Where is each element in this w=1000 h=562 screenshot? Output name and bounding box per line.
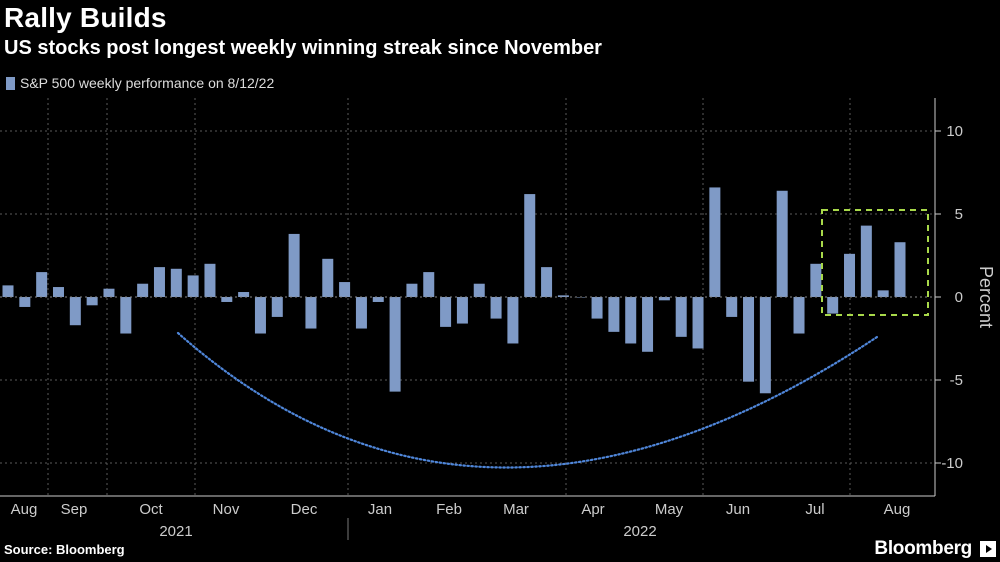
- x-tick-label: Sep: [61, 501, 88, 518]
- x-tick-label: Mar: [503, 501, 529, 518]
- bar: [860, 225, 872, 297]
- bar: [2, 285, 14, 297]
- bar: [642, 297, 654, 352]
- y-axis-label: Percent: [976, 266, 996, 328]
- play-icon: [980, 541, 996, 557]
- x-tick-label: Aug: [884, 501, 911, 518]
- bar: [608, 297, 620, 332]
- chart-subtitle: US stocks post longest weekly winning st…: [4, 37, 602, 59]
- bar: [52, 287, 64, 297]
- bar: [810, 263, 822, 297]
- bar: [406, 283, 418, 297]
- bar: [423, 272, 435, 297]
- bar: [675, 297, 687, 337]
- bar: [776, 190, 788, 297]
- bar: [658, 297, 670, 301]
- bar: [254, 297, 266, 334]
- trend-curve: [176, 331, 879, 469]
- year-label: 2022: [623, 523, 656, 540]
- bar: [440, 297, 452, 327]
- bar: [456, 297, 468, 324]
- bar: [153, 267, 165, 297]
- bar: [591, 297, 603, 319]
- x-tick-label: Feb: [436, 501, 462, 518]
- y-tick-label: 0: [955, 289, 963, 306]
- bar: [288, 233, 300, 297]
- brand-logo: Bloomberg: [874, 538, 972, 559]
- x-tick-label: May: [655, 501, 684, 518]
- bar: [339, 282, 351, 297]
- bar: [187, 275, 199, 297]
- legend-label: S&P 500 weekly performance on 8/12/22: [20, 75, 275, 91]
- bar: [86, 297, 98, 306]
- x-tick-label: Aug: [11, 501, 38, 518]
- bar: [137, 283, 149, 297]
- x-tick-label: Jan: [368, 501, 392, 518]
- year-label: 2021: [159, 523, 192, 540]
- bar: [709, 187, 721, 297]
- x-tick-label: Nov: [213, 501, 240, 518]
- bar: [103, 288, 115, 297]
- bar: [507, 297, 519, 344]
- bar: [372, 297, 384, 302]
- bar: [557, 295, 569, 297]
- bar: [389, 297, 401, 392]
- bar: [170, 268, 182, 297]
- bar: [19, 297, 31, 307]
- highlight-box: [821, 209, 929, 316]
- y-tick-label: 5: [955, 206, 963, 223]
- bar: [355, 297, 367, 329]
- bar: [221, 297, 233, 302]
- source-note: Source: Bloomberg: [4, 542, 125, 557]
- bar: [204, 263, 216, 297]
- legend-swatch: [6, 76, 15, 90]
- bar: [305, 297, 317, 329]
- bar: [894, 242, 906, 297]
- bar: [490, 297, 502, 319]
- y-tick-label: 10: [946, 123, 963, 140]
- bar: [238, 292, 250, 297]
- bar: [692, 297, 704, 349]
- bar: [36, 272, 48, 297]
- bar: [271, 297, 283, 317]
- bar: [322, 258, 334, 297]
- bar: [759, 297, 771, 394]
- bar: [120, 297, 132, 334]
- x-tick-label: Jul: [805, 501, 824, 518]
- x-tick-label: Oct: [139, 501, 163, 518]
- bar: [743, 297, 755, 382]
- y-tick-label: -5: [950, 372, 963, 389]
- chart-title: Rally Builds: [4, 2, 167, 33]
- bar: [726, 297, 738, 317]
- x-tick-label: Dec: [291, 501, 318, 518]
- bar: [844, 253, 856, 297]
- bar: [877, 290, 889, 297]
- bar: [625, 297, 637, 344]
- x-tick-label: Jun: [726, 501, 750, 518]
- bar: [473, 283, 485, 297]
- bar: [793, 297, 805, 334]
- x-tick-label: Apr: [581, 501, 604, 518]
- bar: [827, 297, 839, 314]
- bar: [541, 267, 553, 297]
- bar: [524, 194, 536, 297]
- legend: S&P 500 weekly performance on 8/12/22: [6, 75, 274, 91]
- bar: [69, 297, 81, 326]
- y-tick-label: -10: [941, 455, 963, 472]
